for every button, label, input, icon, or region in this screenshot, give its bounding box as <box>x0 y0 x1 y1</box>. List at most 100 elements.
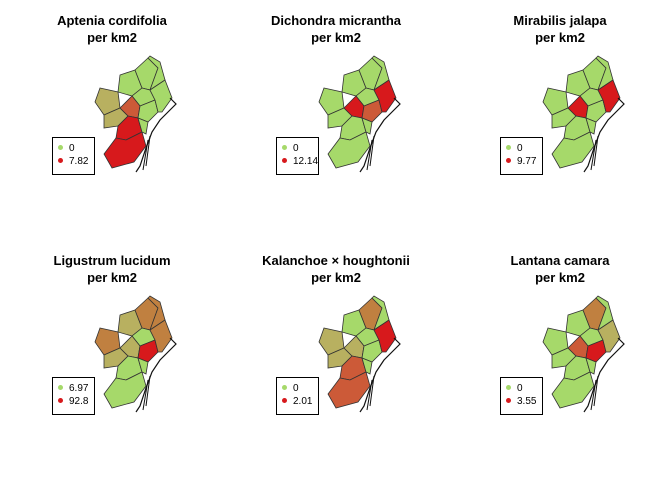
map-title-unit: per km2 <box>311 30 361 45</box>
legend-entry: 0 <box>282 383 299 395</box>
map-panel: Lantana camara per km2 0 3.55 <box>448 240 672 480</box>
coastline <box>135 97 177 173</box>
choropleth-map <box>94 295 177 413</box>
legend-dot-icon <box>506 157 511 163</box>
legend-dot-icon <box>282 384 287 390</box>
coastline <box>359 97 401 173</box>
map-panel: Kalanchoe × houghtonii per km2 0 2.01 <box>224 240 448 480</box>
map-panel: Mirabilis jalapa per km2 0 9.77 <box>448 0 672 240</box>
legend-entry: 0 <box>506 143 523 155</box>
district-polygon <box>551 371 595 409</box>
district-polygon <box>327 131 371 169</box>
map-title-species: Kalanchoe × houghtonii <box>262 253 410 268</box>
district-polygon <box>103 131 147 169</box>
legend-entry: 2.01 <box>282 396 312 408</box>
district-polygon <box>597 319 621 353</box>
legend-dot-icon <box>58 157 63 163</box>
choropleth-map <box>542 295 625 413</box>
district-polygon <box>103 371 147 409</box>
map-title-unit: per km2 <box>535 270 585 285</box>
map-title-unit: per km2 <box>87 270 137 285</box>
map-title-species: Dichondra micrantha <box>270 13 402 28</box>
coastline <box>135 337 177 413</box>
map-legend: 0 7.82 <box>52 137 95 175</box>
choropleth-map <box>94 55 177 173</box>
legend-dot-icon <box>506 144 511 150</box>
map-legend: 0 12.14 <box>276 137 319 175</box>
coastline <box>359 337 401 413</box>
legend-label: 0 <box>69 143 75 154</box>
map-panel: Aptenia cordifolia per km2 0 7.82 <box>0 0 224 240</box>
district-polygon <box>149 79 173 113</box>
legend-entry: 92.8 <box>58 396 88 408</box>
district-polygon <box>137 357 149 375</box>
legend-entry: 7.82 <box>58 156 88 168</box>
legend-label: 6.97 <box>69 383 89 394</box>
district-polygon <box>585 357 597 375</box>
map-legend: 0 3.55 <box>500 377 543 415</box>
legend-dot-icon <box>506 384 511 390</box>
district-polygon <box>361 117 373 135</box>
coastline <box>583 97 625 173</box>
coastline <box>583 337 625 413</box>
district-polygon <box>137 117 149 135</box>
map-title-species: Lantana camara <box>510 253 610 268</box>
port-breakwater <box>590 135 599 171</box>
choropleth-map <box>318 55 401 173</box>
map-title-species: Aptenia cordifolia <box>57 13 167 28</box>
legend-label: 12.14 <box>293 156 319 167</box>
map-title-unit: per km2 <box>311 270 361 285</box>
choropleth-map <box>318 295 401 413</box>
map-legend: 0 9.77 <box>500 137 543 175</box>
legend-entry: 0 <box>282 143 299 155</box>
district-polygon <box>149 319 173 353</box>
legend-entry: 0 <box>58 143 75 155</box>
district-polygon <box>373 79 397 113</box>
legend-label: 2.01 <box>293 396 313 407</box>
district-polygon <box>585 117 597 135</box>
map-title: Dichondra micrantha per km2 <box>224 12 448 46</box>
legend-entry: 6.97 <box>58 383 88 395</box>
legend-label: 7.82 <box>69 156 89 167</box>
map-title-unit: per km2 <box>535 30 585 45</box>
legend-dot-icon <box>282 397 287 403</box>
legend-label: 0 <box>517 383 523 394</box>
legend-entry: 9.77 <box>506 156 536 168</box>
legend-label: 0 <box>293 143 299 154</box>
port-breakwater <box>590 375 599 411</box>
district-polygon <box>361 357 373 375</box>
district-polygon <box>327 371 371 409</box>
port-breakwater <box>142 135 151 171</box>
district-polygon <box>373 319 397 353</box>
map-title: Kalanchoe × houghtonii per km2 <box>224 252 448 286</box>
legend-label: 9.77 <box>517 156 537 167</box>
legend-dot-icon <box>282 157 287 163</box>
map-legend: 0 2.01 <box>276 377 319 415</box>
legend-dot-icon <box>506 397 511 403</box>
legend-label: 92.8 <box>69 396 89 407</box>
legend-dot-icon <box>282 144 287 150</box>
map-panel: Dichondra micrantha per km2 0 12.14 <box>224 0 448 240</box>
map-legend: 6.97 92.8 <box>52 377 95 415</box>
legend-entry: 3.55 <box>506 396 536 408</box>
port-breakwater <box>366 135 375 171</box>
district-polygon <box>551 131 595 169</box>
legend-label: 3.55 <box>517 396 537 407</box>
legend-dot-icon <box>58 144 63 150</box>
legend-dot-icon <box>58 397 63 403</box>
port-breakwater <box>142 375 151 411</box>
choropleth-map <box>542 55 625 173</box>
map-title-unit: per km2 <box>87 30 137 45</box>
map-title: Ligustrum lucidum per km2 <box>0 252 224 286</box>
map-title: Mirabilis jalapa per km2 <box>448 12 672 46</box>
district-polygon <box>597 79 621 113</box>
legend-dot-icon <box>58 384 63 390</box>
legend-label: 0 <box>293 383 299 394</box>
map-title-species: Mirabilis jalapa <box>513 13 607 28</box>
map-title: Lantana camara per km2 <box>448 252 672 286</box>
map-panel: Ligustrum lucidum per km2 6.97 92.8 <box>0 240 224 480</box>
legend-entry: 12.14 <box>282 156 318 168</box>
port-breakwater <box>366 375 375 411</box>
legend-label: 0 <box>517 143 523 154</box>
map-title: Aptenia cordifolia per km2 <box>0 12 224 46</box>
